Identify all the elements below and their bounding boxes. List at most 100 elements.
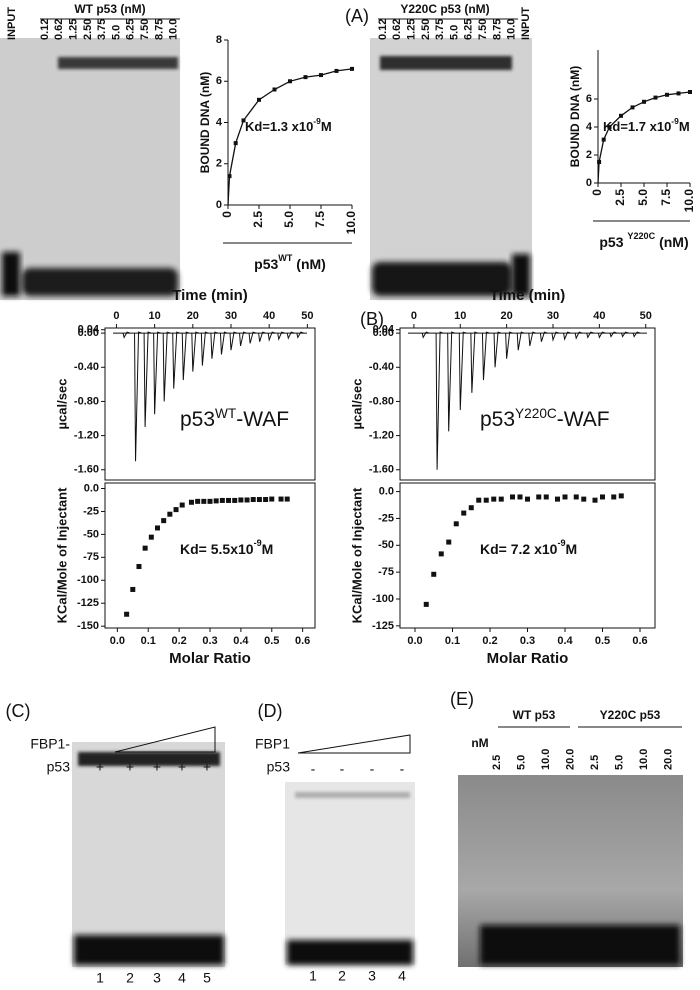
y-tick-label: -50 <box>378 539 394 551</box>
input-label: INPUT <box>6 7 18 40</box>
data-point <box>227 174 232 179</box>
annotation-tail: M <box>262 541 274 557</box>
lane-label: 4 <box>398 968 406 984</box>
injection-peak <box>191 331 199 372</box>
injection-peak <box>563 331 571 341</box>
injection-peak <box>528 331 536 347</box>
lane-label: - <box>311 761 316 777</box>
x-tick-label: 0.2 <box>482 635 497 647</box>
data-point <box>619 113 623 118</box>
x-axis-label-tail: (nM) <box>292 256 325 272</box>
y-tick-label: -75 <box>83 551 99 563</box>
data-point <box>607 125 612 129</box>
lane-label: 8.75 <box>153 19 165 40</box>
data-point <box>288 79 292 84</box>
data-point <box>136 564 142 570</box>
injection-peak <box>516 331 525 351</box>
x-tick-label: 0.3 <box>520 635 535 647</box>
injection-peak <box>239 331 247 347</box>
annotation-sup: WT <box>215 406 237 421</box>
annotation: Kd=1.3 x10-9M <box>245 116 332 134</box>
panel-label: (C) <box>6 701 31 721</box>
injection-peak <box>539 331 548 342</box>
panel-label: (D) <box>258 701 283 721</box>
annotation-tail: -WAF <box>557 408 610 431</box>
data-point <box>244 497 250 503</box>
lane-label: + <box>96 759 104 775</box>
injection-peak <box>296 331 304 339</box>
gel-title: WT p53 (nM) <box>74 2 145 16</box>
lane-label: 3 <box>368 968 376 984</box>
injection-peak <box>597 331 606 339</box>
plot-frame <box>399 327 656 481</box>
panel-label: (E) <box>450 689 474 709</box>
data-point <box>213 498 219 504</box>
x-tick-label: 0.4 <box>557 635 573 647</box>
injection-peak <box>277 331 285 341</box>
y-tick-label: -25 <box>83 505 99 517</box>
lane-label: 2.50 <box>82 19 94 40</box>
gel-label: p53 <box>47 759 71 775</box>
annotation: Kd=1.7 x10-9M <box>603 116 690 134</box>
lane-label: - <box>340 761 345 777</box>
lane-label: 10.0 <box>638 749 650 770</box>
x-tick-label: 10 <box>454 310 466 322</box>
lane-label: 10.0 <box>168 19 180 40</box>
y-tick-label: 6 <box>216 75 222 87</box>
unit-label: nM <box>471 736 488 750</box>
data-point <box>517 494 523 500</box>
data-point <box>446 539 452 545</box>
x-tick-label: 10.0 <box>344 211 358 235</box>
lane-label: 6.25 <box>125 19 137 40</box>
data-point <box>257 97 261 102</box>
gel-d <box>285 734 415 965</box>
data-point <box>195 498 201 504</box>
annotation-sup: -9 <box>557 538 565 548</box>
x-tick-label: 5.0 <box>636 189 650 206</box>
x-tick-label: 30 <box>225 310 237 322</box>
annotation-base: p53 <box>480 408 515 431</box>
data-point <box>468 505 474 511</box>
data-point <box>319 73 323 78</box>
annotation-tail: M <box>566 541 578 557</box>
y-axis-label: KCal/Mole of Injectant <box>349 487 364 623</box>
lane-label: 1.25 <box>68 19 80 40</box>
x-tick-label: 0.5 <box>595 635 610 647</box>
x-tick-label: 0.1 <box>445 635 460 647</box>
y-tick-label: 6 <box>586 93 592 105</box>
injection-peak <box>162 331 171 402</box>
injection-peak <box>421 331 430 339</box>
x-tick-label: 0.2 <box>171 635 186 647</box>
gel-e <box>458 775 683 967</box>
data-point <box>665 92 669 97</box>
x-tick-label: 10.0 <box>682 189 696 213</box>
data-point <box>334 68 339 73</box>
lane-label: 5.0 <box>515 755 527 770</box>
annotation-base: Kd=1.3 x10 <box>245 119 313 134</box>
data-point <box>179 502 185 508</box>
data-point <box>272 87 277 92</box>
data-point <box>581 496 587 502</box>
data-point <box>476 497 482 503</box>
injection-peak <box>172 331 180 389</box>
data-point <box>250 497 256 503</box>
x-tick-label: 0.0 <box>407 635 422 647</box>
y-tick-label: -150 <box>77 620 99 632</box>
lane-label: 2.5 <box>491 755 503 770</box>
data-point <box>278 496 284 502</box>
data-point <box>498 496 504 502</box>
data-point <box>284 496 290 502</box>
x-axis-label-base: p53 <box>599 234 627 250</box>
annotation-base: p53 <box>180 408 215 431</box>
lane-label: 3.75 <box>96 19 108 40</box>
lane-label: 7.50 <box>477 19 489 40</box>
data-point <box>600 494 605 500</box>
data-point <box>269 496 275 502</box>
data-point <box>688 90 692 94</box>
x-axis-label-sup: WT <box>278 253 293 263</box>
x-tick-label: 5.0 <box>282 211 296 228</box>
y-tick-label: -1.20 <box>369 430 394 442</box>
annotation-base: Kd=1.7 x10 <box>603 119 671 134</box>
y-tick-label: 0.0 <box>379 485 394 497</box>
